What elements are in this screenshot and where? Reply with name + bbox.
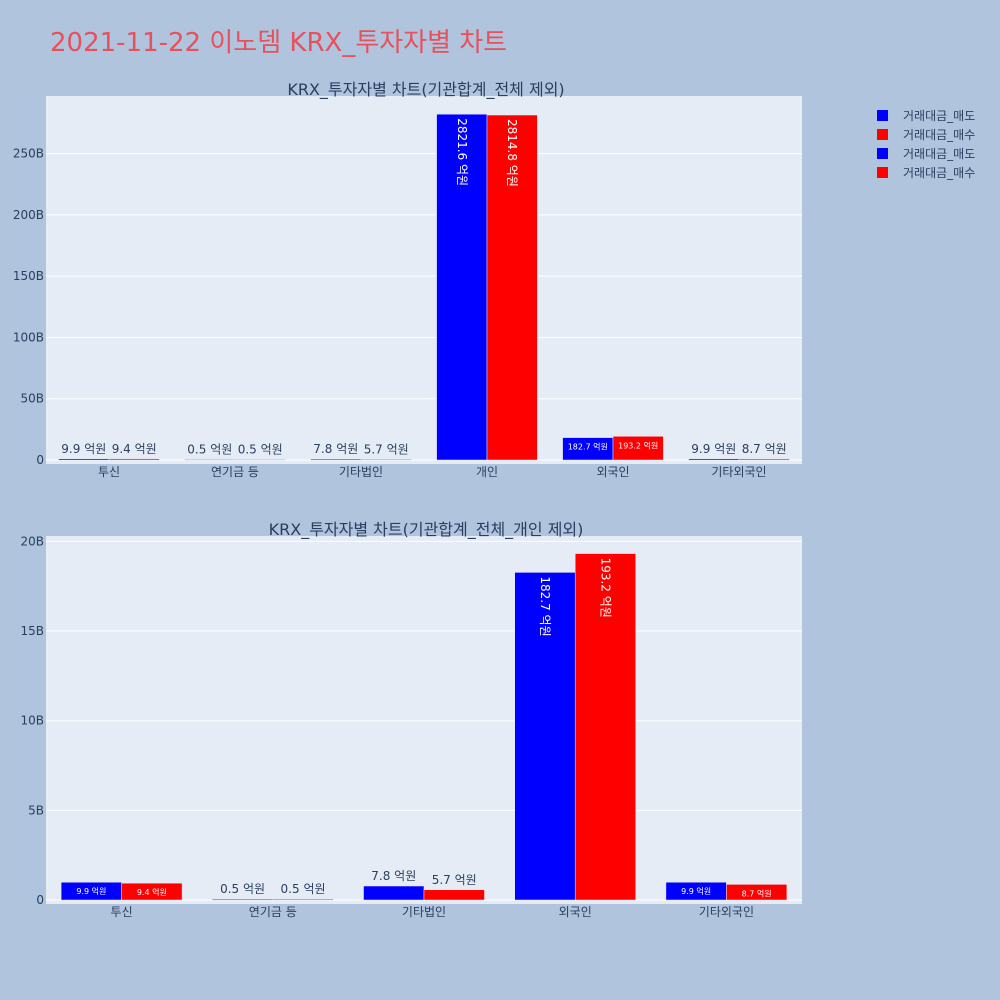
x-tick-label: 연기금 등: [249, 905, 297, 919]
data-label: 2814.8 억원: [505, 119, 519, 187]
bar: [738, 458, 790, 461]
chart-title: KRX_투자자별 차트(기관합계_전체_개인 제외): [269, 520, 584, 540]
data-label: 0.5 억원: [238, 442, 283, 456]
data-label: 0.5 억원: [281, 882, 326, 896]
y-tick-label: 150B: [13, 269, 44, 283]
x-tick-label: 외국인: [559, 905, 592, 919]
bar: [574, 553, 636, 901]
data-label: 9.9 억원: [691, 442, 736, 456]
bar: [360, 459, 412, 461]
bar: [363, 885, 425, 901]
x-tick-label: 기타법인: [402, 905, 446, 919]
x-tick-label: 투신: [98, 465, 120, 479]
x-tick-label: 기타법인: [339, 465, 383, 479]
plot-area: [46, 536, 802, 904]
y-tick-label: 50B: [20, 392, 44, 406]
chart-panel-1: 0 50B 100B 150B 200B 250B KRX_투자자별 차트(기관합계_전체 …: [13, 80, 802, 479]
page-title: 2021-11-22 이노뎀 KRX_투자자별 차트: [50, 28, 508, 58]
bar: [121, 882, 183, 901]
bar: [726, 884, 788, 901]
data-label: 0.5 억원: [220, 882, 265, 896]
data-label: 5.7 억원: [364, 442, 409, 456]
bar: [486, 114, 538, 461]
bar: [310, 458, 362, 461]
y-tick-label: 20B: [20, 534, 44, 548]
data-label: 9.9 억원: [681, 886, 711, 896]
y-tick-label: 5B: [28, 803, 44, 817]
data-label: 182.7 억원: [568, 442, 608, 452]
legend-swatch: [877, 129, 888, 140]
y-tick-label: 200B: [13, 208, 44, 222]
data-label: 0.5 억원: [187, 442, 232, 456]
bar: [612, 436, 664, 461]
data-label: 193.2 억원: [598, 558, 612, 618]
data-label: 2821.6 억원: [455, 118, 469, 186]
legend-label: 거래대금_매도: [903, 109, 975, 123]
y-tick-label: 15B: [20, 624, 44, 638]
x-tick-label: 연기금 등: [211, 465, 259, 479]
y-tick-label: 250B: [13, 147, 44, 161]
bar: [423, 889, 485, 901]
data-label: 193.2 억원: [618, 440, 658, 450]
bar: [184, 459, 236, 461]
y-tick-label: 0: [36, 893, 44, 907]
x-tick-label: 기타외국인: [711, 465, 766, 479]
legend-swatch: [877, 148, 888, 159]
bar: [688, 458, 740, 461]
data-label: 7.8 억원: [371, 869, 416, 883]
data-label: 9.4 억원: [137, 887, 167, 897]
bar: [514, 572, 576, 901]
data-label: 9.9 억원: [61, 442, 106, 456]
bar: [212, 898, 274, 901]
x-tick-label: 기타외국인: [699, 905, 754, 919]
data-label: 182.7 억원: [538, 576, 552, 636]
data-label: 8.7 억원: [742, 888, 772, 898]
bar: [58, 458, 110, 461]
legend-label: 거래대금_매수: [903, 166, 975, 180]
legend-label: 거래대금_매수: [903, 128, 975, 142]
chart-title: KRX_투자자별 차트(기관합계_전체 제외): [287, 80, 564, 100]
chart-panel-2: 0 5B 10B 15B 20B KRX_투자자별 차트(기관합계_전체_개인 제외) 투신…: [20, 520, 802, 919]
y-tick-label: 10B: [20, 714, 44, 728]
legend-swatch: [877, 110, 888, 121]
data-label: 5.7 억원: [432, 873, 477, 887]
plot-area: [46, 96, 802, 464]
legend-swatch: [877, 167, 888, 178]
bar: [108, 458, 160, 461]
data-label: 7.8 억원: [313, 442, 358, 456]
bar: [272, 898, 334, 901]
y-tick-label: 100B: [13, 330, 44, 344]
x-tick-label: 외국인: [596, 465, 629, 479]
y-tick-label: 0: [36, 453, 44, 467]
x-tick-label: 개인: [476, 465, 498, 479]
data-label: 9.9 억원: [76, 886, 106, 896]
data-label: 9.4 억원: [112, 442, 157, 456]
x-tick-label: 투신: [111, 905, 133, 919]
data-label: 8.7 억원: [742, 442, 787, 456]
legend-label: 거래대금_매도: [903, 147, 975, 161]
bar: [234, 459, 286, 461]
